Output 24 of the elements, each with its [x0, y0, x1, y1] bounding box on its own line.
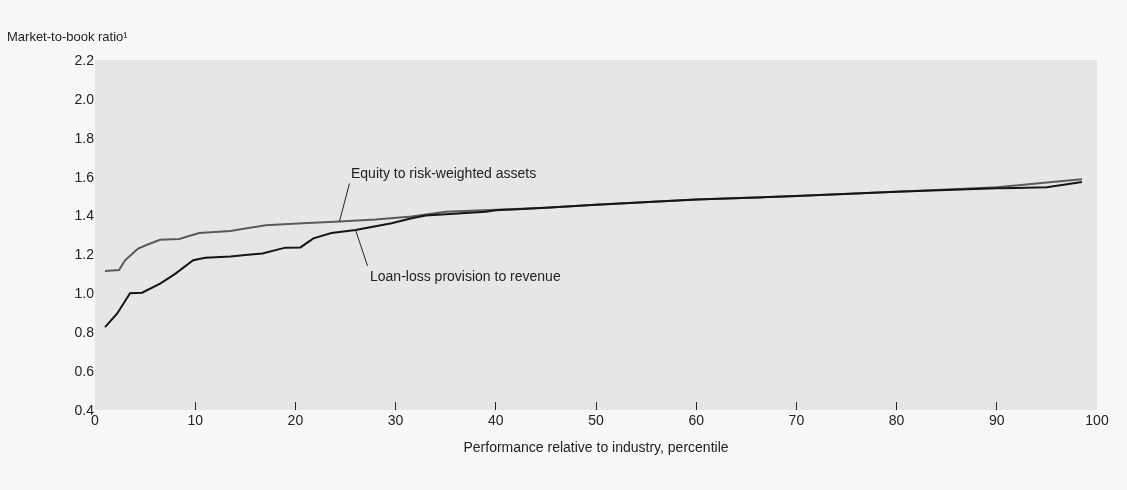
y-tick-label: 0.6: [74, 363, 95, 380]
x-tick-label: 90: [989, 412, 1005, 428]
x-tick-label: 10: [187, 412, 204, 428]
y-tick-label: 2.0: [74, 90, 95, 107]
y-axis-title: Market-to-book ratio¹: [7, 29, 129, 44]
x-tick-label: 70: [788, 412, 805, 428]
y-tick-label: 0.8: [74, 324, 95, 341]
x-tick-label: 30: [387, 412, 404, 428]
y-tick-label: 1.6: [74, 168, 95, 185]
annotation: Loan-loss provision to revenue: [370, 268, 561, 284]
y-tick-label: 1.0: [74, 285, 95, 302]
x-tick-label: 80: [888, 412, 905, 428]
x-tick-label: 20: [287, 412, 304, 428]
line-series: [104, 180, 1083, 329]
y-tick-label: 2.2: [74, 51, 95, 68]
y-tick-label: 1.4: [74, 207, 95, 224]
x-tick-label: 60: [688, 412, 705, 428]
x-tick-label: 50: [588, 412, 604, 428]
y-tick-label: 1.8: [74, 129, 95, 146]
y-tick-label: 1.2: [74, 246, 95, 263]
x-axis-title: Performance relative to industry, percentile: [463, 439, 729, 456]
annotation: Equity to risk-weighted assets: [351, 165, 537, 181]
x-tick-label: 100: [1085, 412, 1109, 428]
x-tick-label: 40: [488, 412, 504, 428]
